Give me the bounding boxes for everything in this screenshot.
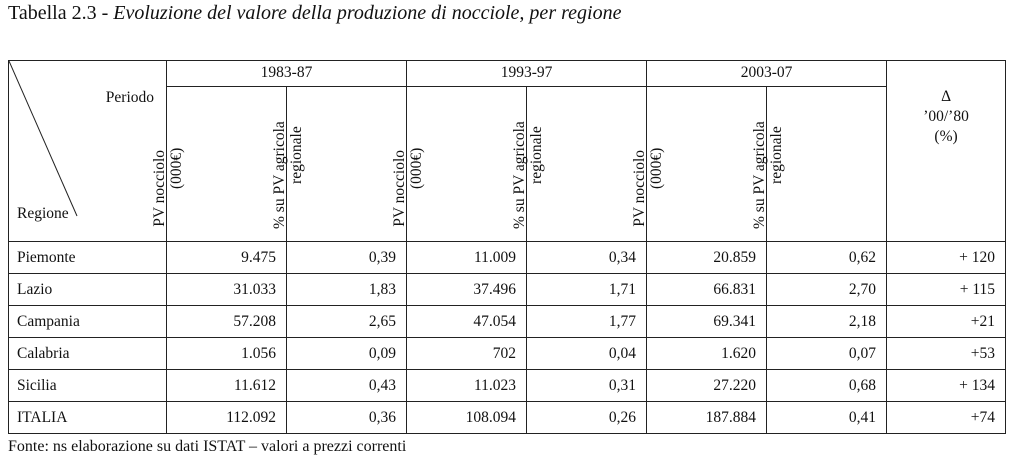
region-cell: Sicilia [8,369,167,402]
region-cell: ITALIA [8,401,167,434]
value-cell: 1,83 [285,273,408,306]
col-pct-line1: % su PV agricola [751,121,769,229]
col-pv-line2: (000€) [648,147,666,189]
col-pv-line2: (000€) [408,147,426,189]
value-cell: 47.054 [406,305,528,338]
value-cell: 11.009 [406,241,528,274]
value-cell: 1.056 [166,337,287,370]
table-row: Calabria 1.056 0,09 702 0,04 1.620 0,07 … [8,337,1007,370]
value-cell: 27.220 [646,369,768,402]
source-note: Fonte: ns elaborazione su dati ISTAT – v… [8,438,407,455]
table-row: ITALIA 112.092 0,36 108.094 0,26 187.884… [8,401,1007,434]
regione-label: Regione [17,205,69,222]
col-pct-line2: regionale [288,126,305,184]
value-cell: 0,09 [285,337,408,370]
table-row: Lazio 31.033 1,83 37.496 1,71 66.831 2,7… [8,273,1007,306]
value-cell: +21 [886,305,1007,338]
delta-symbol: Δ [941,88,952,105]
region-cell: Piemonte [8,241,167,274]
period-header-1993-97: 1993-97 [406,60,648,87]
col-header-pct: % su PV agricola regionale [271,85,408,243]
col-pv-line2: (000€) [168,147,185,189]
col-pct-line2: regionale [768,126,786,184]
production-value-table: Periodo Regione 1983-87 1993-97 2003-07 … [8,60,1007,434]
value-cell: 11.023 [406,369,528,402]
region-cell: Calabria [8,337,167,370]
value-cell: 9.475 [166,241,287,274]
value-cell: 0,41 [766,401,888,434]
table-row: Campania 57.208 2,65 47.054 1,77 69.341 … [8,305,1007,338]
value-cell: + 115 [886,273,1007,306]
col-pv-line1: PV nocciolo [631,149,649,227]
caption-label: Tabella 2.3 - [8,2,114,24]
value-cell: 0,34 [526,241,648,274]
col-header-pv: PV nocciolo (000€) [151,85,287,243]
value-cell: 2,18 [766,305,888,338]
value-cell: +74 [886,401,1007,434]
value-cell: 37.496 [406,273,528,306]
value-cell: 1,77 [526,305,648,338]
periodo-label: Periodo [105,89,154,106]
caption-title: Evoluzione del valore della produzione d… [113,2,622,24]
col-header-pv: PV nocciolo (000€) [391,85,528,243]
region-cell: Lazio [8,273,167,306]
value-cell: 1,71 [526,273,648,306]
value-cell: 108.094 [406,401,528,434]
value-cell: 57.208 [166,305,287,338]
value-cell: 2,70 [766,273,888,306]
delta-unit: (%) [934,128,958,145]
value-cell: 112.092 [166,401,287,434]
col-pv-line1: PV nocciolo [391,149,409,227]
region-cell: Campania [8,305,167,338]
value-cell: 1.620 [646,337,768,370]
value-cell: 0,26 [526,401,648,434]
period-header-1983-87: 1983-87 [165,60,408,87]
corner-header-cell: Periodo Regione [8,60,167,242]
table-row: Piemonte 9.475 0,39 11.009 0,34 20.859 0… [8,241,1007,274]
value-cell: 0,39 [285,241,408,274]
col-header-pv: PV nocciolo (000€) [631,85,768,243]
diagonal-divider [9,61,78,217]
value-cell: + 134 [886,369,1007,402]
col-pct-line2: regionale [528,126,546,184]
value-cell: + 120 [886,241,1007,274]
col-header-pct: % su PV agricola regionale [751,85,888,243]
value-cell: 2,65 [285,305,408,338]
value-cell: 0,62 [766,241,888,274]
value-cell: 11.612 [166,369,287,402]
value-cell: 0,31 [526,369,648,402]
table-caption: Tabella 2.3 - Evoluzione del valore dell… [8,2,621,25]
value-cell: 66.831 [646,273,768,306]
col-pct-line1: % su PV agricola [511,121,529,229]
value-cell: 0,36 [285,401,408,434]
col-pv-line1: PV nocciolo [151,149,168,227]
value-cell: 69.341 [646,305,768,338]
period-header-2003-07: 2003-07 [646,60,888,87]
value-cell: 0,68 [766,369,888,402]
value-cell: 0,43 [285,369,408,402]
delta-years: ’00/’80 [923,108,969,125]
value-cell: 31.033 [166,273,287,306]
value-cell: 187.884 [646,401,768,434]
table-row: Sicilia 11.612 0,43 11.023 0,31 27.220 0… [8,369,1007,402]
delta-header: Δ ’00/’80 (%) [886,60,1007,242]
value-cell: 702 [406,337,528,370]
col-pct-line1: % su PV agricola [271,121,288,229]
value-cell: 20.859 [646,241,768,274]
col-header-pct: % su PV agricola regionale [511,85,648,243]
value-cell: +53 [886,337,1007,370]
value-cell: 0,07 [766,337,888,370]
value-cell: 0,04 [526,337,648,370]
